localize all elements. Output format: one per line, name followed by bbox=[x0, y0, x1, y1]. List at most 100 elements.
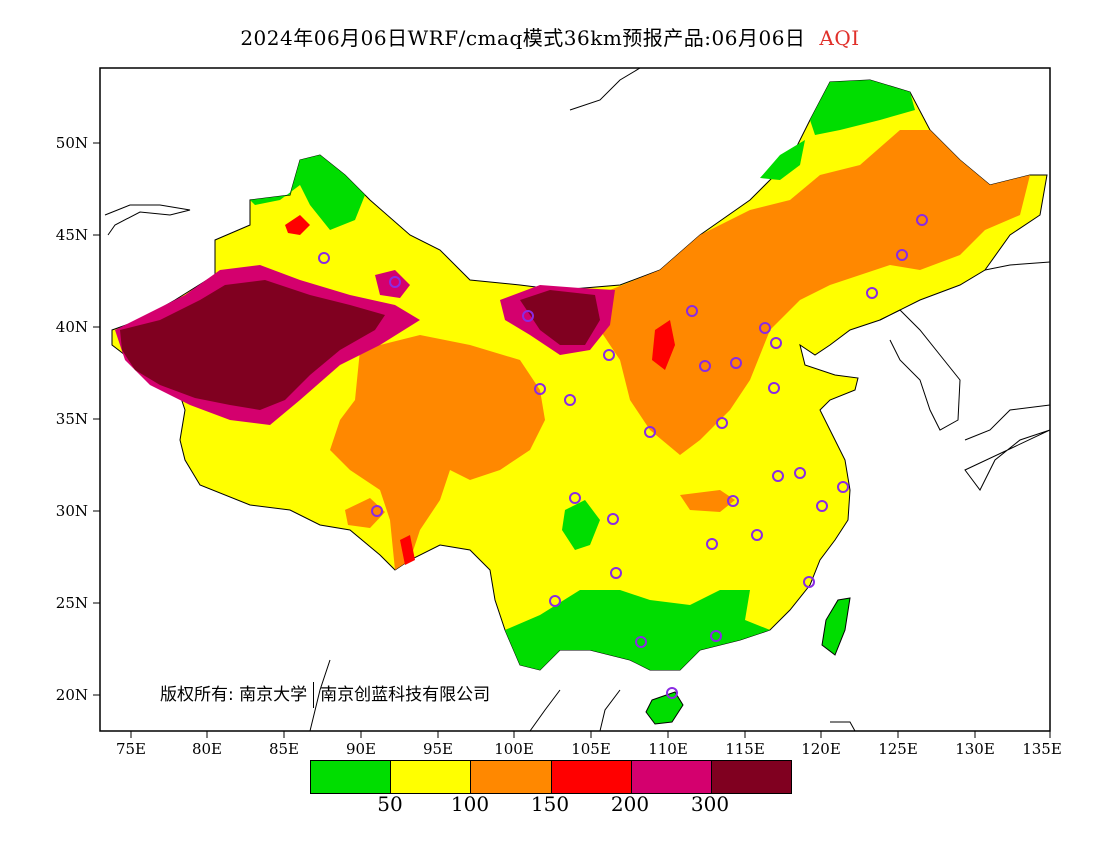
green-south bbox=[505, 590, 770, 670]
city-marker bbox=[727, 495, 739, 507]
lon-label: 80E bbox=[192, 740, 222, 758]
hainan-region bbox=[645, 691, 684, 725]
city-marker bbox=[751, 529, 763, 541]
copyright-org-nju: 南京大学 bbox=[239, 685, 308, 705]
coastline-japan bbox=[964, 404, 1050, 491]
legend-swatch bbox=[471, 761, 552, 793]
map-frame bbox=[99, 67, 1051, 732]
city-marker bbox=[759, 322, 771, 334]
coastline-korea bbox=[879, 309, 961, 431]
legend-label: 50 bbox=[377, 792, 403, 816]
city-marker bbox=[607, 513, 619, 525]
legend-label: 150 bbox=[530, 792, 570, 816]
city-marker bbox=[603, 349, 615, 361]
lat-label: 40N bbox=[56, 318, 88, 336]
lon-axis: 75E 80E 85E 90E 95E 100E 105E 110E 115E … bbox=[116, 731, 1062, 758]
city-marker bbox=[803, 576, 815, 588]
taiwan-region bbox=[821, 597, 851, 656]
city-marker bbox=[635, 636, 647, 648]
maroon-alxa bbox=[520, 290, 600, 345]
city-marker bbox=[866, 287, 878, 299]
city-marker bbox=[706, 538, 718, 550]
city-markers bbox=[318, 214, 928, 699]
lon-label: 105E bbox=[571, 740, 611, 758]
lon-label: 130E bbox=[955, 740, 995, 758]
city-marker bbox=[772, 470, 784, 482]
city-marker bbox=[699, 360, 711, 372]
green-northwest bbox=[250, 155, 365, 230]
legend-labels: 50 100 150 200 300 bbox=[0, 792, 1100, 822]
city-marker bbox=[569, 492, 581, 504]
city-marker bbox=[710, 630, 722, 642]
green-inner-mongolia bbox=[760, 140, 805, 180]
lat-label: 35N bbox=[56, 410, 88, 428]
coastline-north bbox=[104, 68, 641, 236]
lat-label: 25N bbox=[56, 594, 88, 612]
orange-north bbox=[600, 130, 1030, 455]
orange-west bbox=[330, 335, 545, 570]
lon-label: 90E bbox=[346, 740, 376, 758]
legend-swatch bbox=[551, 761, 632, 793]
city-marker bbox=[730, 357, 742, 369]
lon-label: 100E bbox=[494, 740, 534, 758]
green-northeast bbox=[810, 80, 915, 135]
legend-label: 300 bbox=[690, 792, 730, 816]
legend-label: 100 bbox=[450, 792, 490, 816]
city-marker bbox=[644, 426, 656, 438]
city-marker bbox=[794, 467, 806, 479]
city-marker bbox=[564, 394, 576, 406]
copyright-org-chuanglan: 南京创蓝科技有限公司 bbox=[320, 685, 491, 705]
copyright-notice: 版权所有: 南京大学 南京创蓝科技有限公司 bbox=[160, 680, 490, 708]
lon-label: 85E bbox=[269, 740, 299, 758]
lon-label: 75E bbox=[116, 740, 146, 758]
legend-swatch bbox=[391, 761, 472, 793]
city-marker bbox=[916, 214, 928, 226]
lat-label: 30N bbox=[56, 502, 88, 520]
lon-label: 95E bbox=[423, 740, 453, 758]
city-marker bbox=[837, 481, 849, 493]
city-marker bbox=[371, 505, 383, 517]
city-marker bbox=[389, 276, 401, 288]
city-marker bbox=[770, 337, 782, 349]
lon-label: 135E bbox=[1022, 740, 1062, 758]
city-marker bbox=[549, 595, 561, 607]
legend-swatch bbox=[711, 761, 792, 793]
maroon-taklimakan bbox=[120, 280, 385, 410]
city-marker bbox=[610, 567, 622, 579]
city-marker bbox=[716, 417, 728, 429]
city-marker bbox=[522, 310, 534, 322]
red-tibet bbox=[400, 535, 415, 565]
city-marker bbox=[534, 383, 546, 395]
lat-axis: 50N 45N 40N 35N 30N 25N 20N bbox=[56, 134, 100, 704]
city-marker bbox=[666, 687, 678, 699]
red-xinjiang-north bbox=[285, 215, 310, 235]
map-title: 2024年06月06日WRF/cmaq模式36km预报产品:06月06日 AQI bbox=[0, 22, 1100, 51]
lat-label: 50N bbox=[56, 134, 88, 152]
city-marker bbox=[318, 252, 330, 264]
map-layers bbox=[104, 68, 1050, 731]
magenta-xinjiang-basin bbox=[375, 270, 410, 298]
copyright-prefix: 版权所有: bbox=[160, 685, 234, 705]
lon-label: 110E bbox=[648, 740, 688, 758]
legend-swatch bbox=[311, 761, 392, 793]
color-legend bbox=[310, 760, 792, 794]
city-marker bbox=[768, 382, 780, 394]
lat-label: 45N bbox=[56, 226, 88, 244]
copyright-separator bbox=[313, 682, 315, 708]
city-marker bbox=[686, 305, 698, 317]
green-southwest bbox=[562, 500, 600, 550]
coastline-vietnam bbox=[309, 659, 856, 731]
legend-label: 200 bbox=[610, 792, 650, 816]
title-text: 2024年06月06日WRF/cmaq模式36km预报产品:06月06日 bbox=[240, 26, 806, 50]
legend-swatch bbox=[631, 761, 712, 793]
city-marker bbox=[896, 249, 908, 261]
lon-label: 115E bbox=[725, 740, 765, 758]
variable-tag: AQI bbox=[819, 26, 860, 50]
red-shanxi bbox=[652, 320, 675, 370]
city-marker bbox=[816, 500, 828, 512]
lat-label: 20N bbox=[56, 686, 88, 704]
lon-label: 120E bbox=[801, 740, 841, 758]
lon-label: 125E bbox=[878, 740, 918, 758]
coastline-russia-east bbox=[984, 261, 1050, 271]
